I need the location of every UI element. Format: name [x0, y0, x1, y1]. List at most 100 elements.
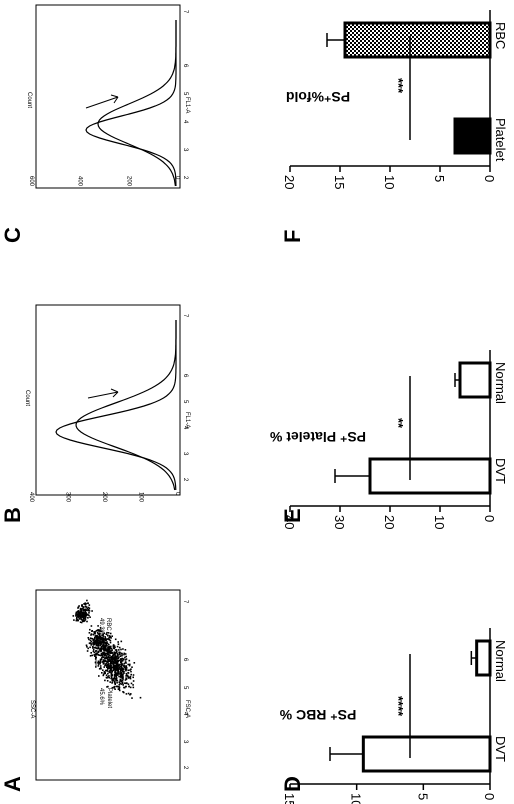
panel-a-dot-rbc	[89, 616, 91, 618]
panel-a-dot-platelet	[111, 649, 113, 651]
panel-a-dot-rbc	[79, 615, 82, 618]
panel-a-dot-platelet	[102, 651, 105, 654]
panel-a-dot-platelet	[113, 687, 115, 689]
panel-a-dot-mid	[92, 633, 95, 636]
panel-a-dot-platelet	[110, 651, 112, 653]
panel-a-dot-platelet	[125, 658, 128, 660]
panel-a-dot-mid	[90, 634, 92, 636]
panel-a-dot-platelet	[109, 639, 112, 642]
panel-a-dot-platelet	[125, 667, 127, 670]
panel-a-dot-platelet	[124, 656, 126, 659]
panel-a-dot-platelet	[127, 672, 130, 674]
panel-a-dot-mid	[90, 644, 92, 646]
panel-a-dot-mid	[92, 646, 94, 648]
panel-a-dot-platelet	[114, 649, 117, 651]
panel-b-ylabel: Count	[24, 390, 30, 406]
panel-a-dot-platelet	[123, 686, 126, 689]
panel-a-dot-platelet	[121, 664, 124, 666]
panel-a-dot-rbc	[75, 615, 78, 617]
panel-a-dot-platelet	[122, 648, 124, 650]
panel-a-dot-rbc	[84, 608, 86, 611]
panel-b-xtick: 3	[182, 452, 188, 456]
panel-a-dot-platelet	[114, 653, 116, 655]
panel-a-dot-platelet	[112, 679, 114, 682]
panel-c-xtick: 5	[182, 92, 188, 96]
panel-a-dot-rbc	[83, 609, 85, 611]
panel-a-dot-platelet	[105, 657, 107, 659]
panel-a-scatter: SSC-A FSC-A RBC 49.3% Platelet 45.6% 2 3…	[29, 589, 190, 781]
panel-a-dot-platelet	[111, 660, 113, 663]
panel-a-dot-platelet	[116, 655, 119, 658]
panel-a-dot-platelet	[99, 649, 101, 652]
panel-a-dot-platelet	[116, 645, 119, 648]
panel-a-dot-platelet	[127, 663, 129, 666]
panel-a-dot-platelet	[102, 669, 104, 671]
panel-a-dot-platelet	[121, 653, 123, 655]
panel-c-curve-sample	[97, 20, 177, 187]
panel-a-dot-platelet	[116, 679, 119, 682]
panel-e-ylabel: PS⁺ Platelet %	[269, 429, 366, 445]
panel-a-dot-platelet	[101, 656, 103, 659]
panel-a-dot-platelet	[98, 668, 101, 670]
panel-a-dot-platelet	[129, 663, 131, 666]
panel-f-category-label: RBC	[493, 22, 508, 49]
panel-a-dot-rbc	[87, 602, 89, 605]
panel-a-dot-platelet	[107, 656, 110, 659]
panel-a-ylabel: SSC-A	[29, 700, 35, 718]
panel-a-dot-platelet	[128, 685, 130, 688]
panel-a-dot-platelet	[106, 638, 108, 640]
panel-a-dot-mid	[98, 636, 100, 638]
panel-a-dot-platelet	[119, 671, 121, 673]
panel-a-dot-platelet	[105, 656, 107, 659]
panel-letter-a: A	[0, 776, 25, 792]
panel-a-dot-platelet	[123, 665, 126, 667]
panel-c-ytick-label: 0	[174, 176, 180, 180]
panel-a-dot-platelet	[115, 650, 118, 653]
panel-a-dot-platelet	[112, 655, 114, 657]
panel-a-dot-platelet	[112, 666, 115, 669]
panel-a-dot-platelet	[118, 689, 121, 692]
panel-c-xtick: 7	[182, 10, 188, 14]
panel-a-dot-platelet	[100, 667, 102, 670]
panel-a-dot-platelet	[124, 682, 126, 684]
panel-a-dot-mid	[96, 639, 98, 642]
panel-a-dot-rbc	[79, 614, 82, 616]
panel-a-dot-rbc	[87, 606, 90, 609]
panel-a-dot-platelet	[126, 682, 128, 684]
panel-a-dot-platelet	[108, 650, 111, 653]
panel-a-dot-platelet	[109, 667, 111, 669]
panel-a-dot-rbc	[81, 616, 83, 619]
panel-a-dot-rbc	[88, 604, 91, 606]
panel-a-dot-mid	[108, 639, 111, 641]
panel-a-dot-platelet	[107, 658, 109, 661]
panel-e-ytick-label: 20	[382, 515, 397, 529]
panel-a-dot-platelet	[124, 659, 127, 661]
panel-a-dot-platelet	[103, 642, 106, 644]
panel-a-dot-platelet	[125, 655, 127, 658]
panel-a-dot-mid	[101, 634, 103, 637]
panel-a-dot-rbc	[79, 608, 82, 611]
panel-a-dot-mid	[102, 640, 104, 642]
panel-a-dot-platelet	[105, 664, 108, 667]
panel-a-dot-mid	[97, 632, 99, 635]
panel-a-dot-platelet	[98, 629, 100, 631]
panel-a-dot-platelet	[95, 653, 98, 656]
panel-a-dot-platelet	[109, 661, 112, 664]
panel-a-dot-platelet	[104, 637, 107, 639]
panel-a-dot-mid	[98, 637, 100, 640]
panel-a-dot-platelet	[130, 668, 132, 670]
panel-a-dot-platelet	[118, 646, 121, 649]
panel-a-dot-platelet	[106, 642, 108, 645]
panel-a-dot-mid	[100, 630, 103, 633]
panel-a-dot-platelet	[103, 652, 105, 655]
panel-a-dot-rbc	[85, 602, 87, 605]
panel-a-dot-platelet	[119, 659, 121, 662]
panel-a-dot-rbc	[78, 618, 81, 620]
panel-a-dot-rbc	[78, 611, 80, 613]
panel-b-xtick: 7	[182, 314, 188, 318]
panel-a-dot-platelet	[116, 672, 119, 675]
panel-a-dot-rbc	[80, 618, 82, 620]
panel-a-dot-rbc	[87, 617, 89, 619]
panel-c-ytick-label: 400	[77, 176, 83, 187]
panel-a-dot-rbc	[77, 614, 80, 617]
